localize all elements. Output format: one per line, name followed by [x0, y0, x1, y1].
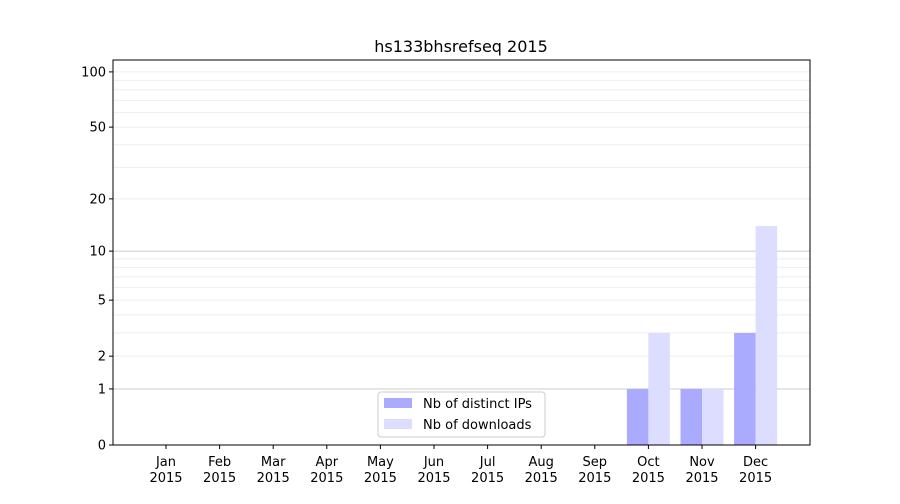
x-tick-label: Feb	[208, 455, 231, 470]
y-tick-label: 2	[98, 350, 106, 365]
x-tick-label: 2015	[685, 471, 718, 486]
bars	[626, 226, 778, 445]
legend-label: Nb of distinct IPs	[423, 397, 532, 412]
x-tick-label: Dec	[743, 455, 768, 470]
legend-swatch	[384, 398, 412, 408]
x-tick-label: 2015	[149, 471, 182, 486]
bar-distinct-ips	[734, 332, 756, 445]
x-tick-label: Jan	[155, 455, 176, 470]
x-tick-label: Nov	[689, 455, 715, 470]
x-tick-label: 2015	[739, 471, 772, 486]
legend: Nb of distinct IPs Nb of downloads	[377, 391, 546, 438]
plot-frame	[112, 59, 811, 446]
x-axis: Jan2015Feb2015Mar2015Apr2015May2015Jun20…	[149, 445, 772, 486]
y-tick-label: 20	[89, 192, 106, 207]
x-tick-label: 2015	[417, 471, 450, 486]
x-tick-label: Apr	[316, 455, 339, 470]
x-tick-label: 2015	[257, 471, 290, 486]
bar-distinct-ips	[626, 388, 649, 445]
bar-downloads	[755, 226, 778, 445]
grid	[113, 71, 810, 390]
bar-downloads	[648, 332, 670, 445]
x-tick-label: Jul	[479, 455, 496, 470]
bar-downloads	[702, 388, 724, 445]
chart-title: hs133bhsrefseq 2015	[374, 37, 548, 56]
x-tick-label: 2015	[310, 471, 343, 486]
y-tick-label: 1	[98, 382, 106, 397]
y-tick-label: 5	[98, 294, 106, 309]
x-tick-label: Oct	[637, 455, 659, 470]
legend-swatch	[384, 419, 412, 429]
legend-box	[377, 391, 546, 438]
legend-label: Nb of downloads	[423, 418, 532, 433]
x-tick-label: 2015	[632, 471, 665, 486]
x-tick-label: May	[367, 455, 394, 470]
y-tick-label: 0	[98, 439, 106, 454]
x-tick-label: Mar	[261, 455, 286, 470]
x-tick-label: Aug	[529, 455, 554, 470]
x-tick-label: 2015	[578, 471, 611, 486]
x-tick-label: 2015	[525, 471, 558, 486]
y-tick-label: 50	[89, 121, 106, 136]
x-tick-label: Sep	[583, 455, 608, 470]
y-tick-label: 100	[81, 65, 106, 80]
y-axis: 0 1 2 5 10 20 50 100	[81, 65, 113, 454]
y-tick-label: 10	[89, 245, 106, 260]
x-tick-label: 2015	[364, 471, 397, 486]
x-tick-label: 2015	[471, 471, 504, 486]
x-tick-label: 2015	[203, 471, 236, 486]
x-tick-label: Jun	[423, 455, 444, 470]
bar-distinct-ips	[680, 388, 702, 445]
